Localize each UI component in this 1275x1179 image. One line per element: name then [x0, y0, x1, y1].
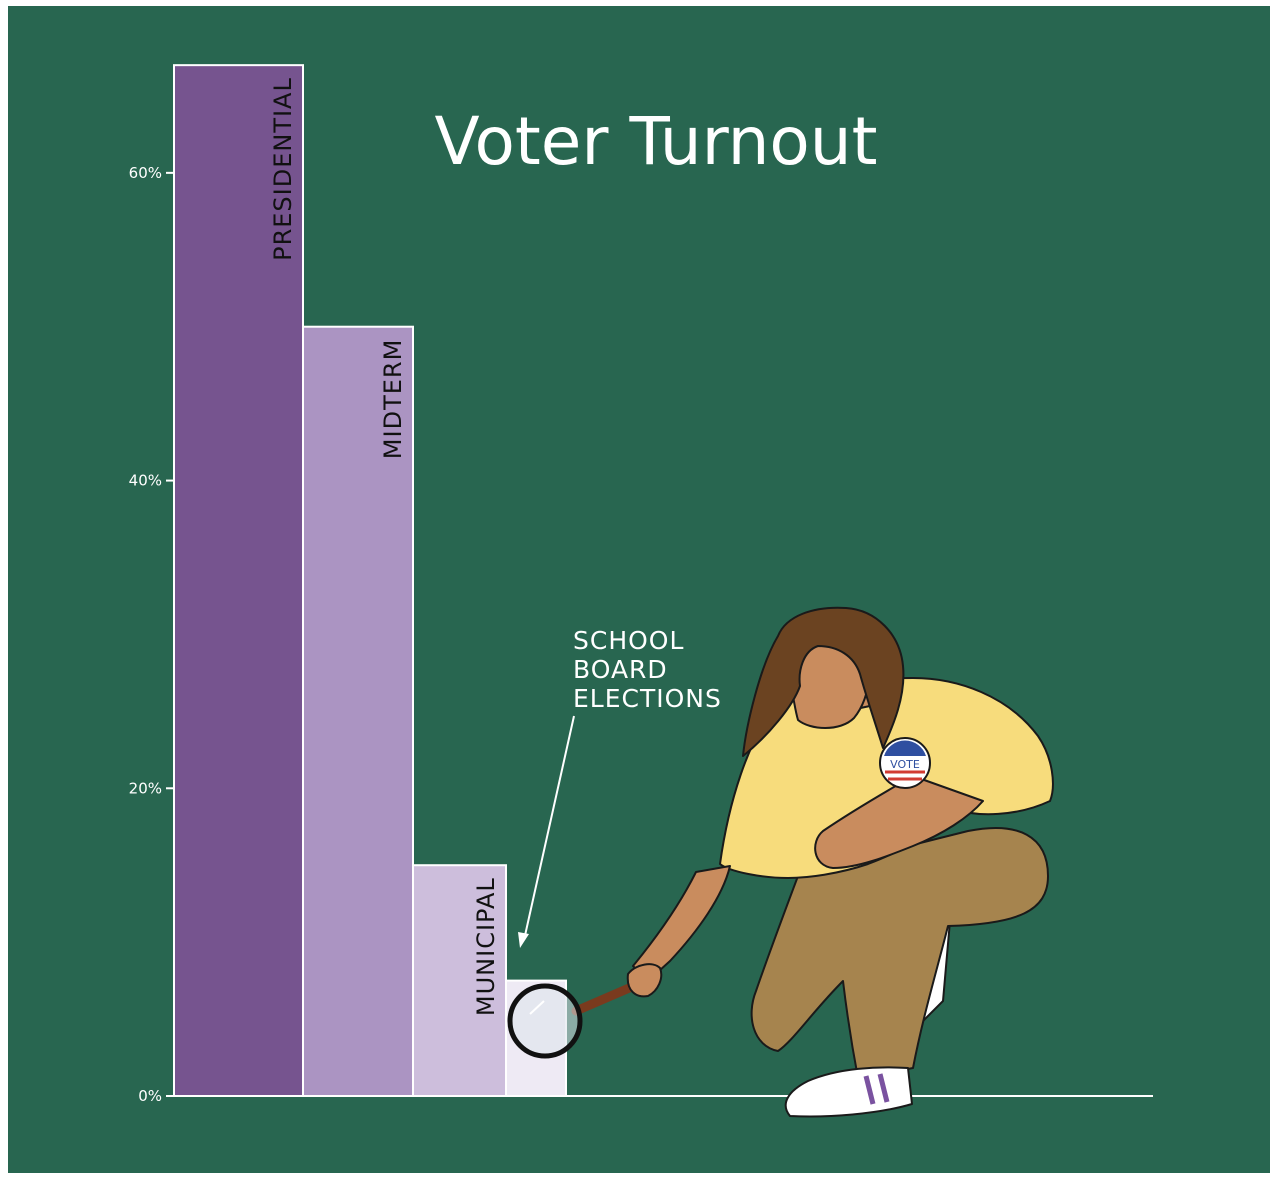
magnifying-glass-icon [507, 974, 655, 1059]
hand [626, 963, 663, 998]
bar-label-municipal: MUNICIPAL [472, 877, 500, 1016]
bar-labels: PRESIDENTIAL MIDTERM MUNICIPAL [269, 77, 500, 1016]
annotation-line-2: BOARD [573, 655, 668, 684]
person-illustration: VOTE [632, 606, 1054, 1118]
bar-label-presidential: PRESIDENTIAL [269, 77, 297, 261]
bar-presidential [173, 64, 304, 1098]
bent-arm [814, 775, 984, 869]
y-tick-label: 40% [129, 472, 162, 490]
y-tick-label: 0% [138, 1087, 162, 1105]
front-shoe [784, 1066, 913, 1118]
lens-glare [529, 1000, 545, 1015]
annotation-line-3: ELECTIONS [573, 684, 722, 713]
y-tick-label: 20% [129, 779, 162, 797]
shoe-stripe-1 [863, 1075, 876, 1105]
annotation-arrow-line [523, 715, 575, 941]
magnifier-lens [507, 983, 583, 1059]
bar-label-midterm: MIDTERM [379, 339, 407, 459]
badge-stars-field [884, 740, 926, 756]
annotation-arrow-head [518, 932, 529, 948]
y-axis: 0% 20% 40% 60% [129, 164, 174, 1105]
bars [173, 64, 567, 1098]
chart-panel: Voter Turnout 0% 20% 40% 60% PRESIDENTIAL MI… [8, 6, 1270, 1173]
annotation: SCHOOL BOARD ELECTIONS [518, 626, 722, 948]
hair [742, 606, 905, 757]
chart-title: Voter Turnout [434, 103, 877, 180]
bar-municipal [412, 864, 507, 1098]
voter-turnout-chart: Voter Turnout 0% 20% 40% 60% PRESIDENTIAL MI… [129, 64, 1153, 1118]
pants [750, 827, 1049, 1079]
annotation-line-1: SCHOOL [573, 626, 684, 655]
shoe-stripe-2 [877, 1073, 890, 1103]
badge-text: VOTE [890, 758, 920, 771]
y-tick-label: 60% [129, 164, 162, 182]
